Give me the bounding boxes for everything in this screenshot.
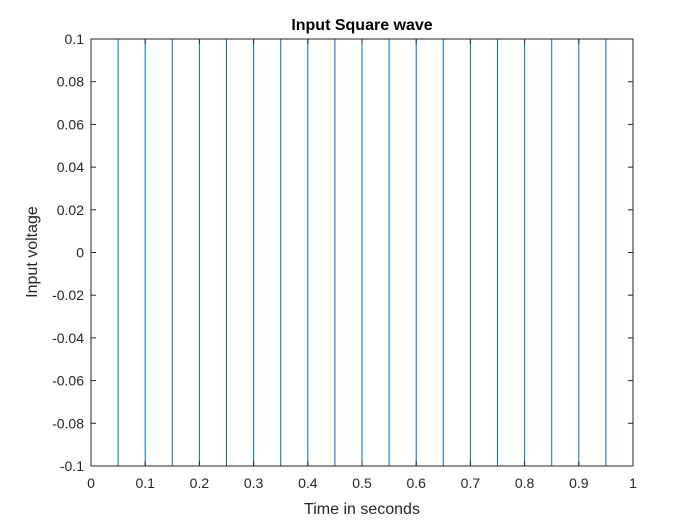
y-tick-label: 0.06: [57, 116, 84, 132]
x-axis-label: Time in seconds: [304, 501, 420, 518]
x-tick-label: 0.1: [135, 475, 155, 491]
x-tick-label: 0.3: [244, 475, 264, 491]
chart-title: Input Square wave: [291, 17, 432, 34]
y-tick-label: 0.02: [57, 202, 84, 218]
x-tick-label: 0.9: [569, 475, 589, 491]
x-tick-label: 1: [629, 475, 637, 491]
y-tick-label: 0.08: [57, 74, 84, 90]
x-tick-label: 0.5: [352, 475, 372, 491]
y-tick-label: 0.04: [57, 159, 84, 175]
x-tick-label: 0.7: [461, 475, 481, 491]
x-tick-label: 0.8: [515, 475, 535, 491]
x-axis: 0 0.1 0.2 0.3 0.4 0.5 0.6 0.7 0.8 0.9 1: [87, 39, 637, 491]
y-tick-label: -0.1: [60, 458, 84, 474]
y-tick-label: 0.1: [65, 31, 85, 47]
y-axis: -0.1 -0.08 -0.06 -0.04 -0.02 0 0.02 0.04 0.06 0.0…: [52, 31, 633, 474]
y-tick-label: -0.06: [52, 373, 84, 389]
x-tick-label: 0.6: [406, 475, 426, 491]
x-tick-label: 0.2: [190, 475, 210, 491]
x-tick-label: 0.4: [298, 475, 318, 491]
y-tick-label: -0.04: [52, 330, 84, 346]
series-line: [91, 38, 633, 467]
y-tick-label: 0: [76, 245, 84, 261]
x-tick-label: 0: [87, 475, 95, 491]
series-layer: [91, 38, 633, 467]
y-tick-label: -0.08: [52, 415, 84, 431]
y-tick-label: -0.02: [52, 287, 84, 303]
y-axis-label: Input voltage: [24, 206, 41, 298]
